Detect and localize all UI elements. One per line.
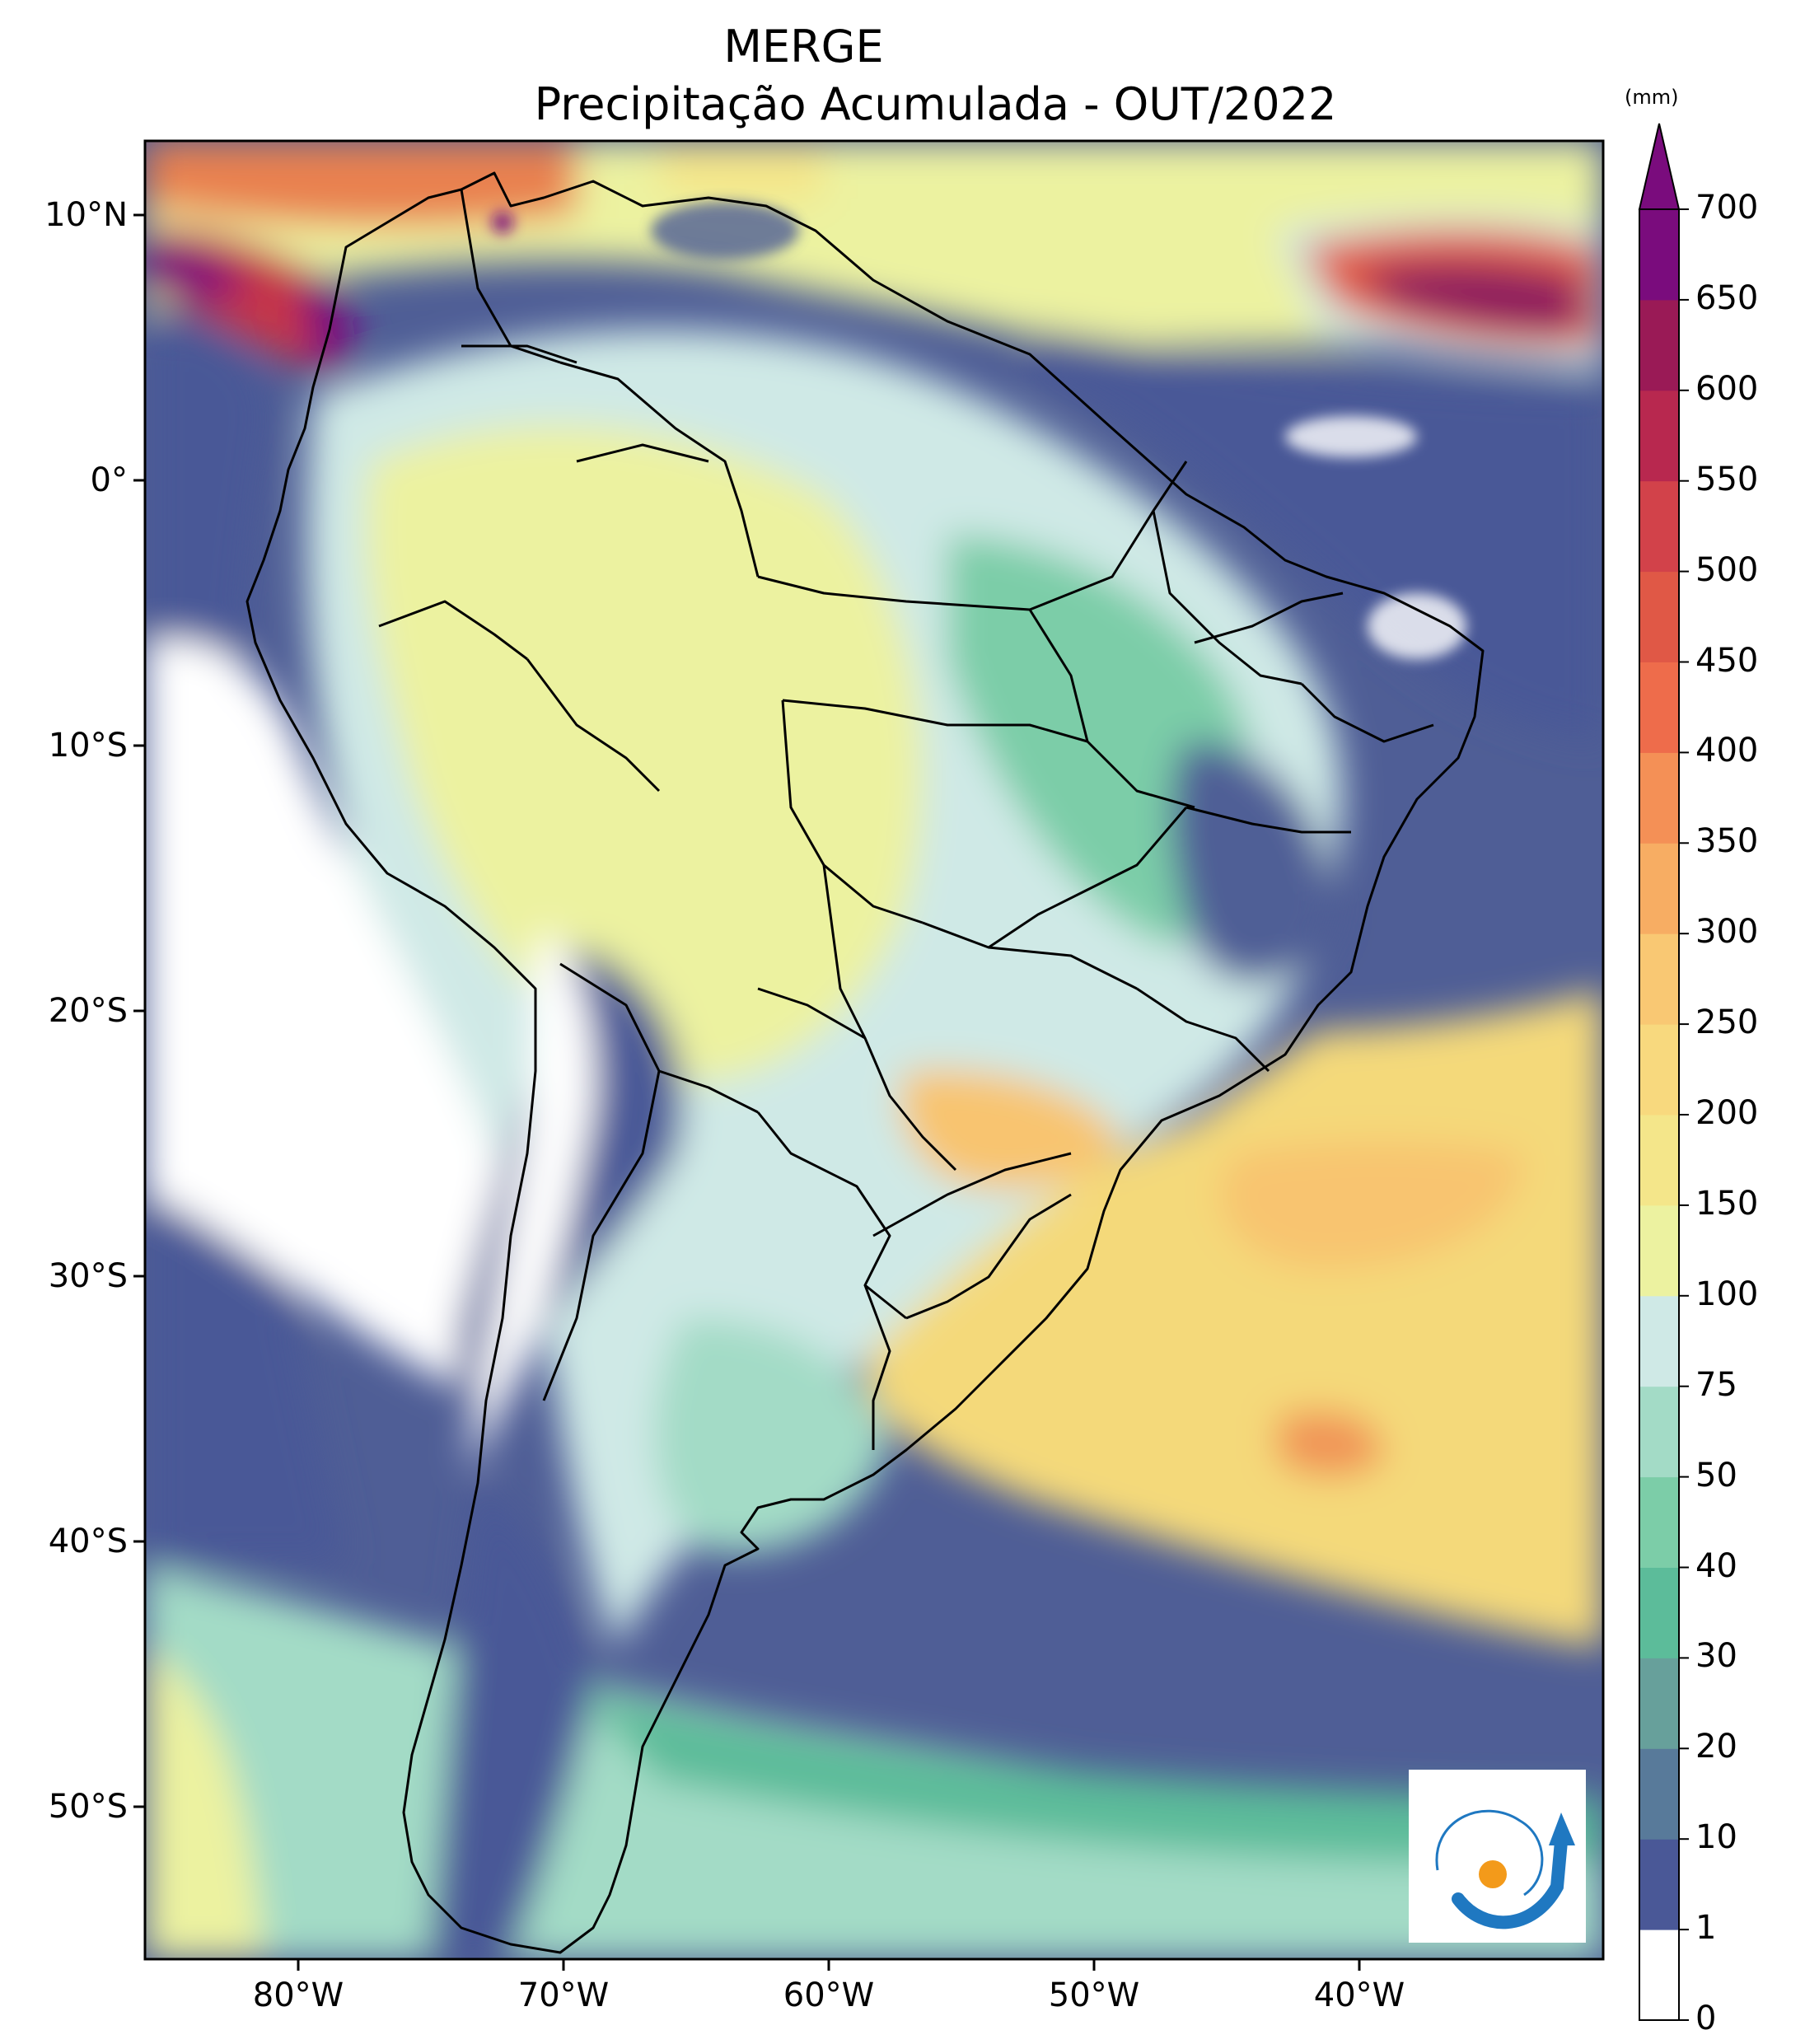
- colorbar-segment: [1639, 1115, 1679, 1206]
- colorbar-tick-label: 650: [1695, 278, 1759, 317]
- colorbar-tick-label: 450: [1695, 641, 1759, 680]
- colorbar-segment: [1639, 1658, 1679, 1749]
- colorbar-segment: [1639, 1748, 1679, 1840]
- colorbar-tick-label: 500: [1695, 550, 1759, 589]
- colorbar-tick-label: 100: [1695, 1275, 1759, 1313]
- colorbar-segment: [1639, 299, 1679, 391]
- colorbar-segment: [1639, 1839, 1679, 1930]
- colorbar-segment: [1639, 1476, 1679, 1568]
- lat-label-10n: 10°N: [44, 196, 128, 234]
- lat-label-30s: 30°S: [48, 1257, 128, 1295]
- colorbar-tick-label: 10: [1695, 1818, 1737, 1857]
- colorbar-tick-label: 350: [1695, 822, 1759, 861]
- colorbar-tick-label: 40: [1695, 1546, 1737, 1585]
- colorbar-extend-arrow: [1638, 123, 1681, 210]
- map-frame: [143, 139, 1605, 1961]
- lat-label-40s: 40°S: [48, 1522, 128, 1560]
- colorbar-tick-label: 400: [1695, 732, 1759, 770]
- colorbar-unit: (mm): [1625, 86, 1679, 109]
- colorbar-segment: [1639, 390, 1679, 482]
- colorbar-segment: [1639, 1024, 1679, 1116]
- colorbar-tick-label: 50: [1695, 1456, 1737, 1494]
- colorbar-tick-label: 1: [1695, 1909, 1717, 1948]
- colorbar-tick-label: 300: [1695, 913, 1759, 952]
- colorbar-tick-label: 150: [1695, 1184, 1759, 1223]
- colorbar-tick-label: 20: [1695, 1728, 1737, 1766]
- colorbar-tick-label: 200: [1695, 1094, 1759, 1132]
- lon-label-60w: 60°W: [783, 1976, 875, 2014]
- lon-label-70w: 70°W: [517, 1976, 610, 2014]
- colorbar-tick-label: 600: [1695, 369, 1759, 408]
- colorbar-tick-label: 30: [1695, 1637, 1737, 1676]
- colorbar-segment: [1639, 662, 1679, 753]
- colorbar-segment: [1639, 1929, 1679, 2021]
- colorbar-tick-label: 0: [1695, 2000, 1717, 2037]
- boundaries: [245, 171, 1485, 1954]
- precipitation-field: [145, 141, 1603, 1959]
- colorbar-segment: [1639, 1567, 1679, 1658]
- colorbar-segment: [1639, 933, 1679, 1025]
- colorbar-segment: [1639, 843, 1679, 934]
- lat-tick-marks: [133, 213, 145, 1808]
- colorbar-segment: [1639, 480, 1679, 573]
- colorbar-tick-label: 75: [1695, 1365, 1737, 1404]
- colorbar-segment: [1639, 1295, 1679, 1387]
- lon-label-40w: 40°W: [1313, 1976, 1405, 2014]
- colorbar-tick-label: 700: [1695, 189, 1759, 227]
- colorbar-segment: [1639, 571, 1679, 662]
- colorbar-segment: [1639, 1204, 1679, 1297]
- lat-label-50s: 50°S: [48, 1788, 128, 1826]
- map-title: MERGE: [723, 21, 884, 72]
- colorbar-segment: [1639, 752, 1679, 844]
- lon-label-50w: 50°W: [1048, 1976, 1140, 2014]
- colorbar-tick-label: 250: [1695, 1003, 1759, 1042]
- colorbar-segment: [1639, 209, 1679, 301]
- colorbar-tick-label: 550: [1695, 460, 1759, 498]
- lat-label-0: 0°: [90, 461, 128, 499]
- inpe-logo: [1409, 1770, 1586, 1943]
- lat-label-10s: 10°S: [48, 727, 128, 765]
- lon-tick-marks: [297, 1959, 1361, 1971]
- lat-label-20s: 20°S: [48, 992, 128, 1030]
- colorbar-segment: [1639, 1386, 1679, 1478]
- map-subtitle: Precipitação Acumulada - OUT/2022: [534, 78, 1337, 130]
- lon-label-80w: 80°W: [252, 1976, 344, 2014]
- colorbar: [1638, 123, 1689, 2021]
